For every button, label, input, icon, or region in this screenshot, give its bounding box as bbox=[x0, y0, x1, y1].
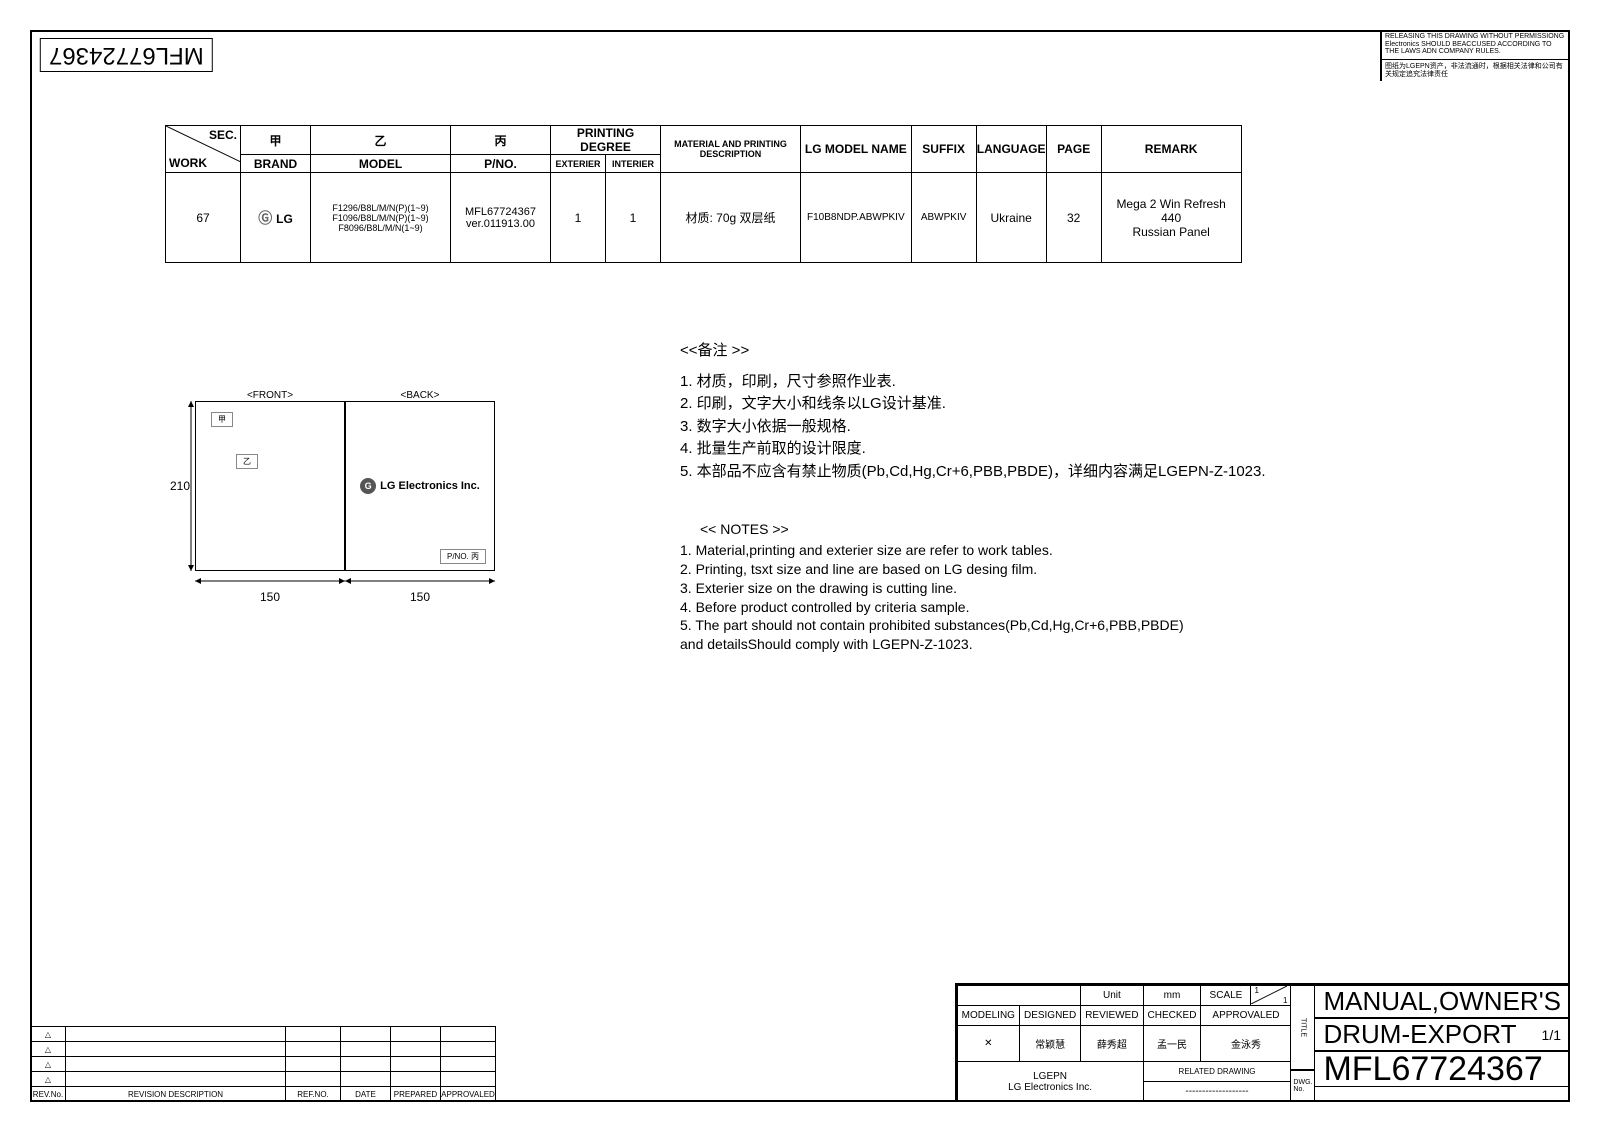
diag-header: SEC. WORK bbox=[166, 126, 241, 173]
scale-value: 1 1 bbox=[1251, 986, 1291, 1006]
modeling-mark: ✕ bbox=[957, 1026, 1019, 1062]
lgmodel-value: F10B8NDP.ABWPKIV bbox=[801, 173, 912, 263]
revision-table: △ △ △ △ REV.No. REVISION DESCRIPTION REF… bbox=[30, 1026, 496, 1102]
work-value: 67 bbox=[166, 173, 241, 263]
remark-value: Mega 2 Win Refresh 440 Russian Panel bbox=[1101, 173, 1241, 263]
material-value: 材质: 70g 双层纸 bbox=[661, 173, 801, 263]
title-block-right: MANUAL,OWNER'S DRUM-EXPORT 1/1 MFL677243… bbox=[1315, 985, 1570, 1102]
title-block-left: Unit mm SCALE 1 1 MODELING DESIGNED REVI… bbox=[957, 985, 1292, 1102]
doc-part-number: MFL67724367 bbox=[1315, 1051, 1570, 1087]
brand-logo: Ⓖ LG bbox=[241, 173, 311, 263]
doc-title-1: MANUAL,OWNER'S bbox=[1315, 985, 1570, 1018]
pno-value: MFL67724367 ver.011913.00 bbox=[451, 173, 551, 263]
rotated-part-number: MFL67724367 bbox=[40, 38, 213, 72]
notes-en: << NOTES >> 1. Material,printing and ext… bbox=[680, 520, 1184, 654]
ext-value: 1 bbox=[551, 173, 606, 263]
model-value: F1296/B8L/M/N(P)(1~9) F1096/B8L/M/N(P)(1… bbox=[311, 173, 451, 263]
front-back-diagram: <FRONT> <BACK> 210 甲 乙 G LG Electronics … bbox=[165, 390, 525, 604]
title-side-label: TITLE bbox=[1291, 985, 1315, 1070]
spec-table: SEC. WORK 甲 乙 丙 PRINTING DEGREE MATERIAL… bbox=[165, 125, 1242, 263]
warning-en: RELEASING THIS DRAWING WITHOUT PERMISSIO… bbox=[1382, 30, 1570, 60]
suffix-value: ABWPKIV bbox=[911, 173, 976, 263]
title-block: Unit mm SCALE 1 1 MODELING DESIGNED REVI… bbox=[955, 983, 1570, 1102]
lg-logo-icon: G bbox=[360, 478, 376, 494]
warning-cn: 图纸为LGEPN资产，非法流通时，根据相关法律和公司有关规定追究法律责任 bbox=[1382, 60, 1570, 81]
page-value: 32 bbox=[1046, 173, 1101, 263]
dim-v-arrows bbox=[187, 401, 195, 571]
notes-cn: <<备注 >> 1. 材质，印刷，尺寸参照作业表. 2. 印刷，文字大小和线条以… bbox=[680, 340, 1266, 483]
int-value: 1 bbox=[606, 173, 661, 263]
language-value: Ukraine bbox=[976, 173, 1046, 263]
front-box: 甲 乙 bbox=[195, 401, 345, 571]
warning-box: RELEASING THIS DRAWING WITHOUT PERMISSIO… bbox=[1380, 30, 1570, 81]
doc-title-2: DRUM-EXPORT 1/1 bbox=[1315, 1018, 1570, 1051]
back-box: G LG Electronics Inc. P/NO. 丙 bbox=[345, 401, 495, 571]
